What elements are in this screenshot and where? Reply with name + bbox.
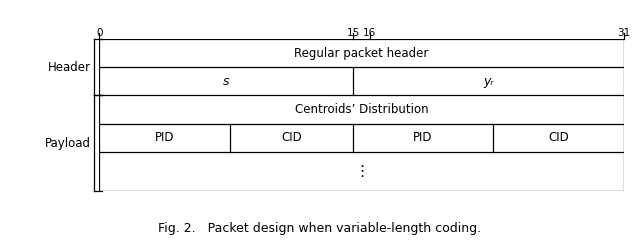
Text: PID: PID — [155, 131, 175, 144]
Text: yᵣ: yᵣ — [483, 75, 494, 88]
Text: 15: 15 — [347, 28, 360, 38]
Text: 16: 16 — [363, 28, 376, 38]
Text: CID: CID — [282, 131, 302, 144]
Text: s: s — [223, 75, 230, 88]
Text: Regular packet header: Regular packet header — [294, 47, 429, 60]
Text: 0: 0 — [96, 28, 102, 38]
Text: CID: CID — [548, 131, 569, 144]
Text: 31: 31 — [618, 28, 630, 38]
Text: PID: PID — [413, 131, 433, 144]
Text: Payload: Payload — [45, 137, 91, 150]
Text: Fig. 2.   Packet design when variable-length coding.: Fig. 2. Packet design when variable-leng… — [159, 222, 481, 235]
Text: ⋮: ⋮ — [354, 164, 369, 179]
Text: Header: Header — [48, 61, 91, 74]
Text: Centroids’ Distribution: Centroids’ Distribution — [295, 103, 428, 116]
